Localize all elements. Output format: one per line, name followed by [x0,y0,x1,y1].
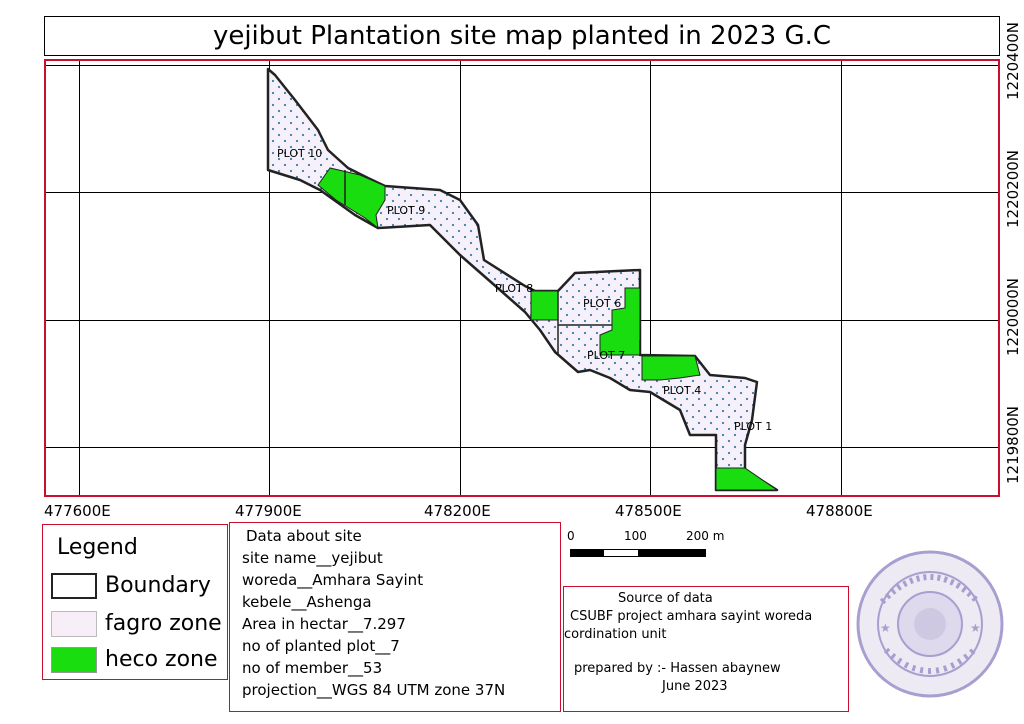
site-info-line: site name__yejibut [242,549,383,567]
x-tick-label: 477600E [44,502,111,520]
grid-line [46,65,998,66]
boundary-swatch [51,573,97,599]
plot-label: PLOT 9 [387,204,426,217]
x-tick-label: 478200E [424,502,491,520]
scale-label: 100 [624,529,647,543]
grid-line [79,61,80,495]
source-line: CSUBF project amhara sayint woreda [570,609,813,624]
legend-title: Legend [57,535,138,560]
scale-bar [570,549,706,557]
heco-swatch [51,647,97,673]
plot-label: PLOT 7 [587,349,626,362]
grid-line [269,61,270,495]
site-info-line: woreda__Amhara Sayint [242,571,424,589]
site-info-title: Data about site [246,527,362,545]
grid-line [650,61,651,495]
site-info-box: Data about site site name__yejibut wored… [229,522,561,712]
site-info-line: no of member__53 [242,659,383,677]
plot-label: PLOT 1 [734,420,773,433]
site-info-line: kebele__Ashenga [242,593,372,611]
plot-label: PLOT 8 [495,282,534,295]
map-title-box: yejibut Plantation site map planted in 2… [44,16,1000,56]
grid-line [46,447,998,448]
grid-line [460,61,461,495]
svg-text:★: ★ [970,621,981,635]
legend-item: fagro zone [105,611,222,636]
y-tick-label: 1220200N [1004,149,1022,228]
y-tick-label: 1219800N [1004,405,1022,484]
official-stamp: ★ ★ [856,550,1004,698]
source-heading: Source of data [618,591,713,606]
prepared-date: June 2023 [662,679,728,694]
x-tick-label: 477900E [235,502,302,520]
plot-label: PLOT 6 [583,297,622,310]
map-frame [44,59,1000,497]
grid-line [46,320,998,321]
x-tick-label: 478500E [615,502,682,520]
source-box: Source of data CSUBF project amhara sayi… [563,586,849,712]
x-tick-label: 478800E [806,502,873,520]
y-tick-label: 1220400N [1004,21,1022,100]
legend-box: Legend Boundary fagro zone heco zone [42,524,228,680]
grid-line [841,61,842,495]
site-info-line: Area in hectar__7.297 [242,615,406,633]
map-title: yejibut Plantation site map planted in 2… [212,21,832,51]
plot-label: PLOT 10 [277,147,323,160]
prepared-by: prepared by :- Hassen abaynew [574,661,781,676]
grid-line [46,192,998,193]
scale-bar-segment [638,550,706,556]
plot-label: PLOT 4 [663,384,702,397]
scale-bar-segment [571,550,604,556]
scale-label: 0 [567,529,575,543]
scale-label: 200 m [686,529,725,543]
y-tick-label: 1220000N [1004,277,1022,356]
legend-item: heco zone [105,647,218,672]
fagro-swatch [51,611,97,637]
site-info-line: no of planted plot__7 [242,637,400,655]
source-line: cordination unit [564,627,667,642]
svg-text:★: ★ [880,621,891,635]
site-info-line: projection__WGS 84 UTM zone 37N [242,681,506,699]
legend-item: Boundary [105,573,211,598]
